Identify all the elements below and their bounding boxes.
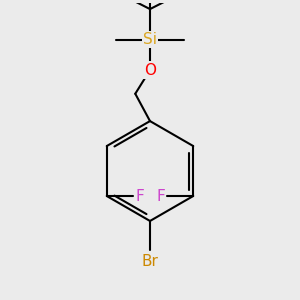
Text: Br: Br xyxy=(142,254,158,268)
Text: F: F xyxy=(135,188,144,203)
Text: Si: Si xyxy=(143,32,157,47)
Text: F: F xyxy=(156,188,165,203)
Text: O: O xyxy=(144,63,156,78)
